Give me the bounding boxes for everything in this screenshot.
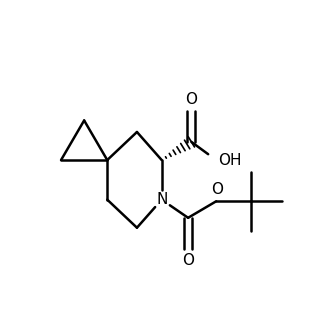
Text: O: O [211,182,223,197]
Text: OH: OH [218,152,241,168]
Text: O: O [185,92,197,107]
Text: O: O [182,253,194,268]
Text: N: N [156,192,167,207]
